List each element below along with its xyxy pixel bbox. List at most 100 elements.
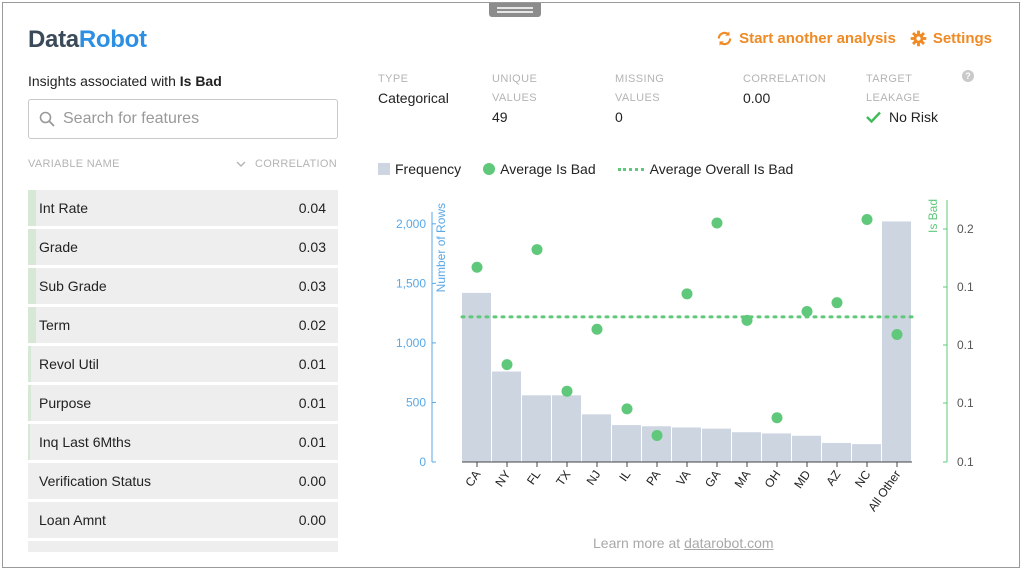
legend-frequency: Frequency	[378, 161, 461, 177]
correlation-bar	[28, 385, 31, 421]
x-tick-label: MD	[791, 467, 813, 491]
correlation-bar	[28, 346, 31, 382]
x-tick-label: MA	[732, 468, 754, 491]
stat-unique-values: UNIQUE VALUES 49	[492, 73, 538, 125]
right-tick-label: 0.1	[957, 455, 974, 469]
search-input[interactable]	[61, 109, 315, 129]
chart-legend: Frequency Average Is Bad Average Overall…	[378, 161, 815, 177]
right-tick-label: 0.2	[957, 222, 974, 236]
right-tick-label: 0.1	[957, 396, 974, 410]
bar	[822, 442, 851, 462]
correlation-bar	[28, 424, 30, 460]
average-point	[621, 403, 633, 415]
x-tick-label: IL	[616, 467, 633, 483]
correlation-bar	[28, 190, 36, 226]
legend-swatch	[617, 167, 644, 171]
correlation-bar	[28, 307, 36, 343]
search-box[interactable]	[28, 99, 338, 139]
average-point	[801, 306, 813, 318]
x-tick-label: NY	[492, 468, 513, 490]
bar	[492, 371, 521, 462]
drag-handle[interactable]	[489, 3, 541, 17]
insights-heading: Insights associated with Is Bad	[28, 73, 222, 89]
feature-row[interactable]: Int Rate 0.04	[28, 190, 338, 226]
average-point	[741, 314, 753, 326]
bar	[702, 428, 731, 462]
frequency-chart: 0 500 1,000 1,500 2,000 Number of Rows CA NY FL T…	[396, 199, 974, 514]
stat-target-leakage: TARGET LEAKAGE No Risk	[866, 73, 939, 125]
correlation-header[interactable]: CORRELATION	[236, 158, 337, 170]
average-point	[861, 213, 873, 225]
legend-overall: Average Overall Is Bad	[617, 161, 793, 177]
x-tick-label: NJ	[584, 468, 604, 488]
correlation-bar	[28, 229, 36, 265]
average-point	[651, 429, 663, 441]
feature-row[interactable]: Grade 0.03	[28, 229, 338, 265]
feature-row[interactable]: Term 0.02	[28, 307, 338, 343]
x-tick-label: AZ	[823, 468, 843, 489]
average-point	[711, 217, 723, 229]
feature-row[interactable]: Loan Amnt 0.00	[28, 502, 338, 538]
x-tick-label: NC	[852, 467, 874, 490]
right-tick-label: 0.1	[957, 338, 974, 352]
feature-row[interactable]: Verification Status 0.00	[28, 463, 338, 499]
correlation-bar	[28, 268, 36, 304]
start-another-analysis-button[interactable]: Start another analysis	[716, 30, 896, 47]
x-tick-label: CA	[462, 468, 483, 490]
bar	[672, 427, 701, 462]
learn-more: Learn more at datarobot.com	[593, 535, 774, 551]
average-point	[501, 359, 513, 371]
average-point	[831, 297, 843, 309]
average-point	[591, 323, 603, 335]
help-icon[interactable]: ?	[962, 70, 974, 82]
right-tick-label: 0.1	[957, 280, 974, 294]
gear-icon	[910, 30, 927, 47]
stat-type: TYPE Categorical	[378, 73, 449, 106]
average-point	[771, 412, 783, 424]
feature-row[interactable]	[28, 541, 338, 552]
legend-swatch	[378, 163, 390, 175]
average-point	[681, 288, 693, 300]
bar	[852, 444, 881, 462]
average-point	[891, 329, 903, 341]
left-tick-label: 500	[406, 395, 426, 409]
x-tick-label: PA	[643, 468, 663, 488]
right-axis-label: Is Bad	[926, 199, 940, 233]
legend-swatch	[483, 163, 496, 175]
average-point	[471, 261, 483, 273]
stat-correlation: CORRELATION 0.00	[743, 73, 827, 106]
bar	[732, 432, 761, 462]
bar	[792, 435, 821, 462]
x-tick-label: VA	[673, 468, 693, 488]
left-tick-label: 1,000	[396, 336, 426, 350]
average-point	[561, 385, 573, 397]
bar	[462, 292, 491, 462]
left-tick-label: 0	[419, 455, 426, 469]
x-tick-label: OH	[762, 468, 784, 491]
settings-button[interactable]: Settings	[910, 30, 992, 47]
left-tick-label: 2,000	[396, 217, 426, 231]
feature-row[interactable]: Purpose 0.01	[28, 385, 338, 421]
feature-row[interactable]: Sub Grade 0.03	[28, 268, 338, 304]
variable-name-header[interactable]: VARIABLE NAME	[28, 158, 120, 170]
feature-row[interactable]: Inq Last 6Mths 0.01	[28, 424, 338, 460]
x-tick-label: TX	[553, 468, 573, 489]
chevron-down-icon	[236, 161, 246, 167]
feature-list: Int Rate 0.04 Grade 0.03 Sub Grade 0.03 Ter…	[28, 190, 338, 552]
x-tick-label: FL	[524, 467, 544, 487]
search-icon	[39, 111, 55, 127]
x-tick-label: GA	[702, 468, 723, 490]
check-icon	[866, 111, 881, 123]
datarobot-link[interactable]: datarobot.com	[684, 535, 774, 551]
bar	[612, 425, 641, 462]
logo: DataRobot	[28, 26, 147, 53]
feature-row[interactable]: Revol Util 0.01	[28, 346, 338, 382]
refresh-icon	[717, 31, 732, 46]
bar	[762, 433, 791, 462]
average-point	[531, 244, 543, 256]
bar	[882, 221, 911, 462]
legend-average: Average Is Bad	[483, 161, 596, 177]
bar	[522, 395, 551, 462]
bar	[552, 395, 581, 462]
stat-missing-values: MISSING VALUES 0	[615, 73, 665, 125]
